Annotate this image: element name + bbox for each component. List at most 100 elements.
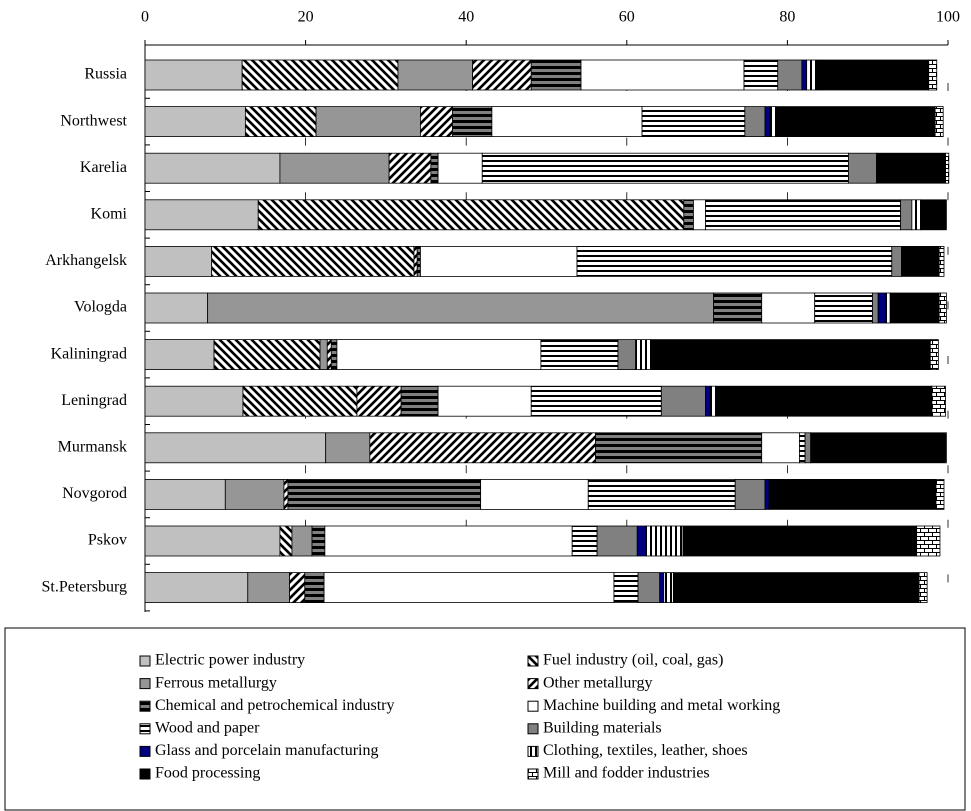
bar-segment <box>144 59 243 91</box>
bar-segment <box>144 432 327 464</box>
bar-segment <box>576 245 893 277</box>
bar-segment <box>761 432 800 464</box>
legend-box <box>4 627 966 811</box>
bar-segment <box>889 292 940 324</box>
bar-segment <box>636 525 647 557</box>
bar-segment <box>884 292 891 324</box>
bar-segment <box>663 572 674 603</box>
bar-segment <box>430 152 439 184</box>
legend-swatch <box>527 655 539 667</box>
y-tick-label: Karelia <box>80 159 127 176</box>
legend-swatch <box>527 745 539 757</box>
bar-segment <box>330 339 338 371</box>
bar-segment <box>799 432 806 464</box>
bar-segment <box>804 432 812 464</box>
bar-segment <box>144 292 209 324</box>
bar-segment <box>356 385 402 417</box>
x-tick-label: 20 <box>298 9 314 26</box>
legend-label: Food processing <box>155 765 260 782</box>
bar-segment <box>596 525 638 557</box>
bar-segment <box>369 432 596 464</box>
bar-segment <box>311 525 326 557</box>
y-tick-label: Russia <box>84 66 127 83</box>
bar-segment <box>705 385 711 417</box>
bar-segment <box>934 106 944 137</box>
bar-segment <box>705 199 902 231</box>
bar-segment <box>595 432 763 464</box>
bar-segment <box>397 59 474 91</box>
bar-segment <box>315 106 421 137</box>
bar-segment <box>144 525 281 557</box>
bar-segment <box>945 432 947 464</box>
bar-segment <box>637 572 661 603</box>
bar-segment <box>815 59 930 91</box>
x-tick-label: 40 <box>458 9 474 26</box>
y-tick-label: Northwest <box>60 112 127 129</box>
bar-segment <box>279 525 293 557</box>
bar-segment <box>911 199 922 231</box>
bar-segment <box>452 106 493 137</box>
bar-segment <box>472 59 532 91</box>
bar-segment <box>877 292 886 324</box>
bar-segment <box>931 385 946 417</box>
bar-segment <box>682 525 918 557</box>
legend-swatch <box>139 678 151 690</box>
bar-segment <box>938 292 947 324</box>
bar-segment <box>769 106 777 137</box>
bar-segment <box>540 339 619 371</box>
bar-segment <box>144 385 244 417</box>
bar-segment <box>287 478 482 510</box>
bar-segment <box>938 245 945 277</box>
legend-swatch <box>139 700 151 712</box>
bar-segment <box>900 199 913 231</box>
bar-segment <box>144 199 259 231</box>
legend-label: Mill and fodder industries <box>543 765 710 782</box>
legend-label: Clothing, textiles, leather, shoes <box>543 742 748 759</box>
legend-label: Glass and porcelain manufacturing <box>155 742 378 759</box>
y-tick-label: Kaliningrad <box>51 345 127 362</box>
bar-segment <box>587 478 736 510</box>
legend-swatch <box>139 655 151 667</box>
bar-segment <box>437 152 483 184</box>
bar-segment <box>247 572 290 603</box>
bar-segment <box>144 339 215 371</box>
legend-label: Chemical and petrochemical industry <box>155 697 394 714</box>
bar-segment <box>324 525 573 557</box>
bar-segment <box>935 478 945 510</box>
x-tick-label: 100 <box>936 9 960 26</box>
bar-segment <box>715 385 933 417</box>
bar-segment <box>480 478 589 510</box>
bar-segment <box>641 106 746 137</box>
bar-segment <box>144 478 226 510</box>
bar-segment <box>806 59 817 91</box>
bar-segment <box>291 525 313 557</box>
bar-segment <box>326 339 332 371</box>
legend-label: Ferrous metallurgy <box>155 674 277 691</box>
bar-segment <box>891 245 902 277</box>
legend-swatch <box>527 700 539 712</box>
bar-segment <box>651 339 931 371</box>
y-tick-label: Pskov <box>88 532 127 549</box>
bar-segment <box>213 339 321 371</box>
bar-segment <box>207 292 714 324</box>
bar-segment <box>916 525 941 557</box>
bar-segment <box>693 199 706 231</box>
legend-label: Building materials <box>543 719 662 736</box>
bar-segment <box>683 199 694 231</box>
bar-segment <box>420 245 578 277</box>
y-tick-label: Novgorod <box>62 485 127 502</box>
y-tick-label: Arkhangelsk <box>45 252 127 269</box>
legend-swatch <box>139 745 151 757</box>
bar-segment <box>242 385 358 417</box>
bar-segment <box>672 572 920 603</box>
bar-segment <box>660 385 706 417</box>
bar-segment <box>420 106 453 137</box>
bar-segment <box>416 245 421 277</box>
legend-label: Machine building and metal working <box>543 697 780 714</box>
bar-segment <box>744 106 766 137</box>
bar-segment <box>901 245 940 277</box>
bar-segment <box>571 525 598 557</box>
bar-segment <box>289 572 306 603</box>
bar-segment <box>775 106 936 137</box>
bar-segment <box>400 385 439 417</box>
